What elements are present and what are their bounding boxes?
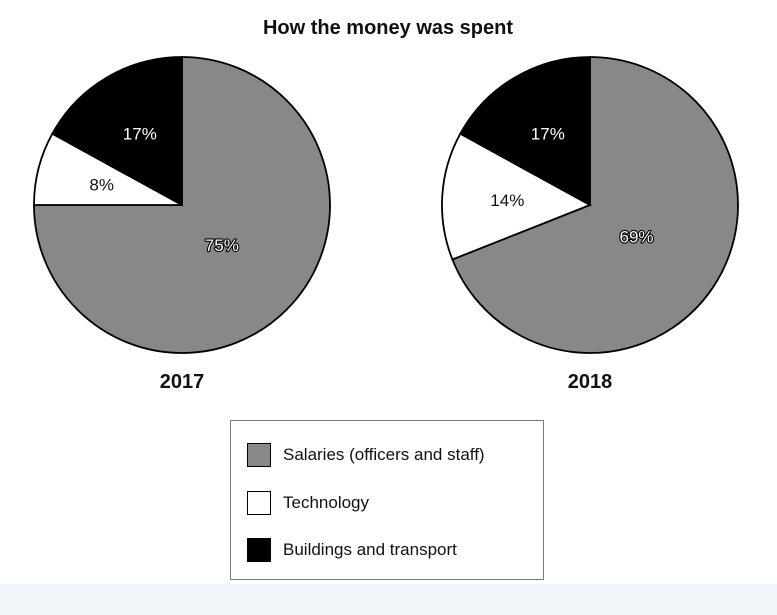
legend-label-buildings: Buildings and transport [283,540,457,559]
pie-slice-2018-technology [441,132,593,261]
legend-item-salaries: Salaries (officers and staff) [247,442,485,468]
pie-slice-label-2018-salaries: 69% [619,228,653,247]
legend-item-buildings: Buildings and transport [247,537,457,563]
pie-2017: 75% 8% 17% [33,56,331,354]
chart-title: How the money was spent [263,17,513,39]
pie-slice-2017-buildings [51,56,183,207]
pie-slice-2018-buildings [459,56,591,207]
pie-slice-2018-salaries [451,56,739,354]
legend-swatch-salaries [247,443,271,467]
legend: Salaries (officers and staff) Technology… [230,420,544,580]
pie-slice-label-2017-technology: 8% [89,175,114,194]
pie-slice-label-2018-technology: 14% [490,191,524,210]
pie-slice-label-2018-buildings: 17% [531,125,565,144]
pie-year-label-2018: 2018 [568,371,613,393]
pie-charts: How the money was spent 75% 8% 17% 69% 14% 1… [33,17,739,393]
pie-slice-label-2017-salaries: 75% [205,236,239,255]
legend-swatch-technology [247,491,271,515]
pie-year-label-2017: 2017 [160,371,205,393]
pie-slice-label-2017-buildings: 17% [123,125,157,144]
legend-swatch-buildings [247,538,271,562]
legend-label-technology: Technology [283,493,370,512]
bottom-band [0,584,777,615]
legend-label-salaries: Salaries (officers and staff) [283,445,485,464]
legend-item-technology: Technology [247,490,369,516]
pie-2018: 69% 14% 17% [441,56,739,354]
